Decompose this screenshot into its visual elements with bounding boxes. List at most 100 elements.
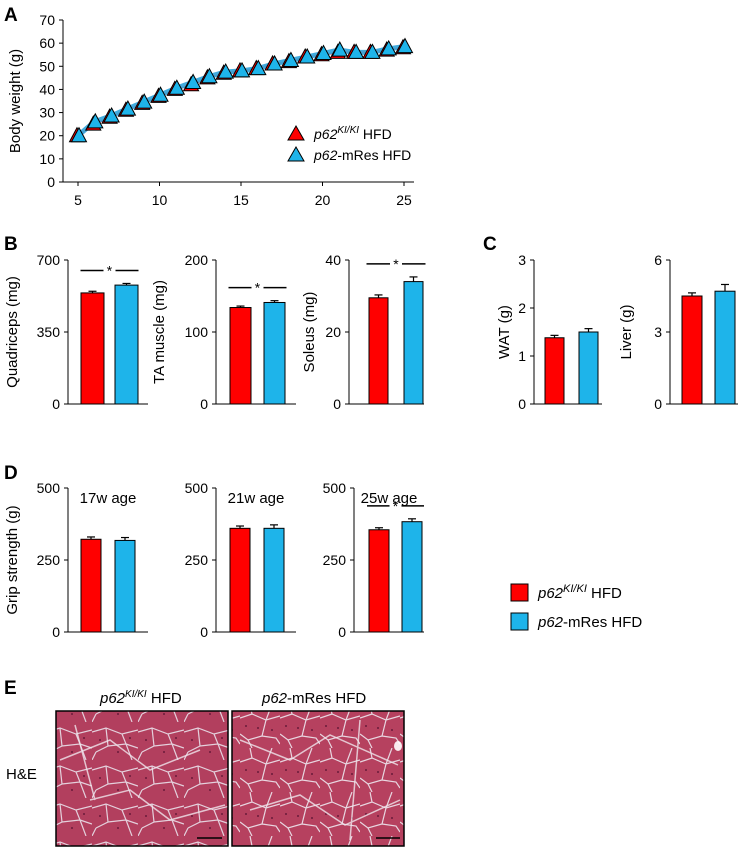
figure-canvas: A B C D E 0102030405060705 10 15 20 25Body w… xyxy=(0,0,747,848)
bar-kiki xyxy=(369,530,389,632)
y-tick-label: 1 xyxy=(518,348,526,364)
bar-kiki xyxy=(545,338,564,404)
y-tick-label: 60 xyxy=(39,35,55,51)
y-axis-title: Liver (g) xyxy=(618,304,635,359)
significance-star: * xyxy=(393,498,399,514)
significance-star: * xyxy=(107,262,113,278)
wat-bar-chart: 0 1 2 3 WAT (g) xyxy=(496,252,602,412)
bar-kiki xyxy=(230,528,250,632)
y-tick-label: 2 xyxy=(518,300,526,316)
bar-mres xyxy=(404,282,423,404)
bar-mres xyxy=(115,285,138,404)
x-tick-label: 5 xyxy=(74,192,82,208)
y-tick-label: 0 xyxy=(338,624,346,640)
liver-bar-chart: 0 3 6 Liver (g) xyxy=(618,252,738,412)
bar-mres xyxy=(264,528,284,632)
panel-letter-a: A xyxy=(4,5,18,26)
legend-blue-swatch xyxy=(511,613,528,630)
y-tick-label: 30 xyxy=(39,105,55,121)
y-tick-label: 20 xyxy=(325,324,341,340)
y-axis-title: Body weight (g) xyxy=(7,49,24,153)
quadriceps-bar-chart: 0 350 700 Quadriceps (mg) * xyxy=(4,252,148,412)
y-tick-label: 200 xyxy=(185,252,209,268)
legend-a-red-label: p62KI/KI HFD xyxy=(313,125,392,142)
y-tick-label: 250 xyxy=(37,552,61,568)
histology-image-kiki xyxy=(56,711,228,846)
y-tick-label: 500 xyxy=(185,480,209,496)
y-tick-label: 0 xyxy=(52,624,60,640)
bar-kiki xyxy=(81,539,101,632)
legend-red-swatch xyxy=(511,584,528,601)
chart-title: 17w age xyxy=(80,490,137,507)
panel-letter-d: D xyxy=(4,463,18,484)
chart-title: 25w age xyxy=(361,490,418,507)
y-axis-title: Quadriceps (mg) xyxy=(4,276,21,388)
he-row-label: H&E xyxy=(6,766,37,783)
y-tick-label: 20 xyxy=(39,128,55,144)
y-tick-label: 500 xyxy=(37,480,61,496)
y-tick-label: 70 xyxy=(39,12,55,28)
bar-mres xyxy=(402,522,422,632)
y-tick-label: 250 xyxy=(323,552,347,568)
y-tick-label: 50 xyxy=(39,58,55,74)
y-axis-title: WAT (g) xyxy=(496,305,513,359)
bar-mres xyxy=(579,332,598,404)
y-axis-title: TA muscle (mg) xyxy=(151,280,168,384)
grip-strength-17w-bar-chart: 0 250 500 Grip strength (g) 17w age xyxy=(4,480,148,640)
y-tick-label: 40 xyxy=(39,81,55,97)
histology-label-2: p62-mRes HFD xyxy=(261,690,366,707)
y-tick-label: 3 xyxy=(654,324,662,340)
significance-star: * xyxy=(255,280,261,296)
ta-muscle-bar-chart: 0 100 200 TA muscle (mg) * xyxy=(151,252,296,412)
panel-letter-c: C xyxy=(483,234,497,255)
x-tick-label: 25 xyxy=(396,192,412,208)
histology-panel: p62KI/KI HFD p62-mRes HFD H&E xyxy=(6,689,404,846)
grip-strength-25w-bar-chart: 0 250 500 25w age* xyxy=(323,480,424,640)
bar-mres xyxy=(115,540,135,632)
y-tick-label: 0 xyxy=(200,624,208,640)
significance-star: * xyxy=(393,256,399,272)
histology-label-1: p62KI/KI HFD xyxy=(99,689,182,707)
y-tick-label: 0 xyxy=(52,396,60,412)
y-tick-label: 0 xyxy=(333,396,341,412)
y-axis-title: Grip strength (g) xyxy=(4,505,21,614)
panel-letter-b: B xyxy=(4,234,18,255)
series-line-kiki xyxy=(78,48,404,136)
series-line-mres xyxy=(78,47,404,136)
x-tick-label: 15 xyxy=(233,192,249,208)
bar-kiki xyxy=(81,293,104,404)
y-tick-label: 100 xyxy=(185,324,209,340)
x-tick-label: 20 xyxy=(315,192,331,208)
y-tick-label: 0 xyxy=(200,396,208,412)
y-tick-label: 350 xyxy=(37,324,61,340)
y-tick-label: 700 xyxy=(37,252,61,268)
legend-blue-triangle xyxy=(288,147,304,161)
y-tick-label: 0 xyxy=(47,174,55,190)
chart-title: 21w age xyxy=(228,490,285,507)
panel-letter-e: E xyxy=(4,678,17,699)
bar-kiki xyxy=(230,308,251,404)
legend-d-red-label: p62KI/KI HFD xyxy=(537,583,622,602)
legend-a-blue-label: p62-mRes HFD xyxy=(313,147,411,163)
y-tick-label: 0 xyxy=(654,396,662,412)
bar-mres xyxy=(264,302,285,404)
legend-panel-d: p62KI/KI HFD p62-mRes HFD xyxy=(511,583,642,631)
y-tick-label: 0 xyxy=(518,396,526,412)
grip-strength-21w-bar-chart: 0 250 500 21w age xyxy=(185,480,296,640)
y-tick-label: 500 xyxy=(323,480,347,496)
y-tick-label: 40 xyxy=(325,252,341,268)
soleus-bar-chart: 0 20 40 Soleus (mg) * xyxy=(301,252,426,412)
legend-panel-a: p62KI/KI HFD p62-mRes HFD xyxy=(288,125,411,163)
bar-mres xyxy=(715,291,735,404)
legend-red-triangle xyxy=(288,126,304,140)
bar-kiki xyxy=(682,296,702,404)
y-tick-label: 6 xyxy=(654,252,662,268)
body-weight-line-chart: 0 10 20 30 40 50 60 70 5 10 15 20 25 Body weight (g) xyxy=(7,12,414,208)
histology-image-mres xyxy=(232,711,404,846)
bar-kiki xyxy=(369,298,388,404)
y-tick-label: 250 xyxy=(185,552,209,568)
y-axis-title: Soleus (mg) xyxy=(301,292,318,373)
x-tick-label: 10 xyxy=(152,192,168,208)
legend-d-blue-label: p62-mRes HFD xyxy=(537,614,642,631)
y-tick-label: 3 xyxy=(518,252,526,268)
